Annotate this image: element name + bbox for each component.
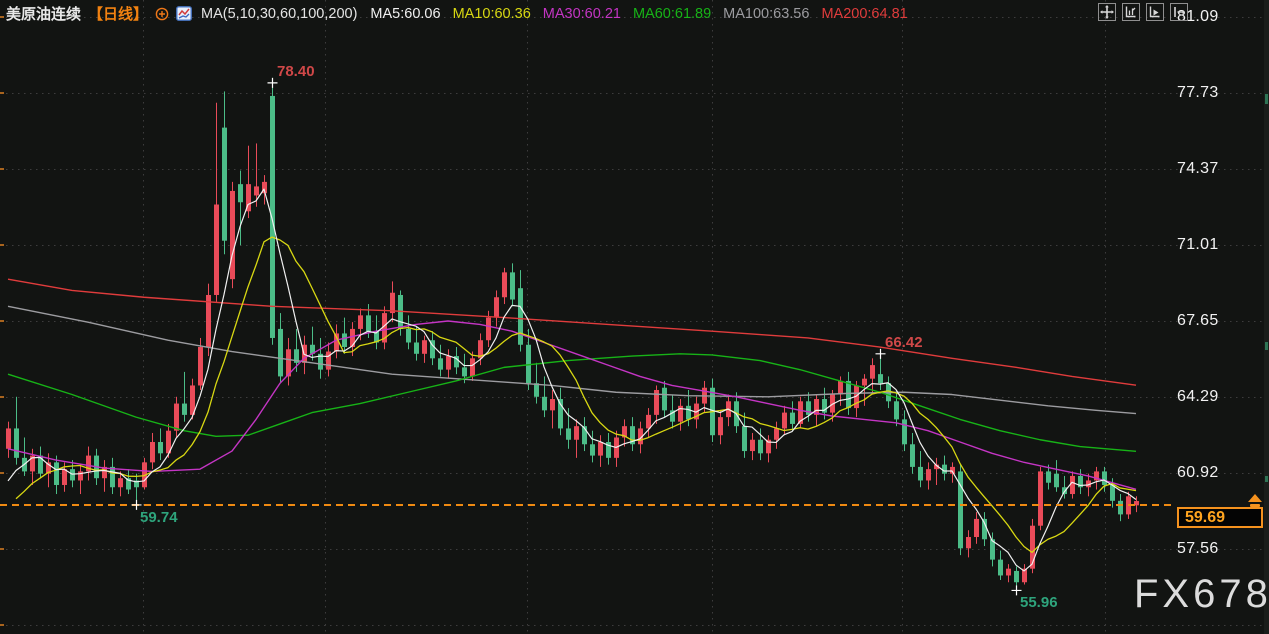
chart-panel-play-icon[interactable] bbox=[1146, 3, 1164, 21]
candlestick-chart-icon[interactable] bbox=[176, 6, 192, 21]
price-up-arrow-icon bbox=[1247, 494, 1263, 507]
ma-legend-item: MA100:63.56 bbox=[723, 5, 810, 22]
chart-panel-axis-icon[interactable] bbox=[1122, 3, 1140, 21]
symbol-name: 美原油连续 bbox=[6, 6, 82, 23]
ma-legend-item: MA200:64.81 bbox=[821, 5, 908, 22]
chart-toolbar bbox=[1098, 3, 1188, 21]
ma-legend-item: MA10:60.36 bbox=[452, 5, 531, 22]
ma-legend-item: MA60:61.89 bbox=[632, 5, 712, 22]
chart-titlebar: 美原油连续 【日线】 MA(5,10,30,60,100,200) MA5:60… bbox=[6, 3, 908, 24]
plus-circle-icon[interactable] bbox=[155, 7, 169, 21]
ma-legend-item: MA30:60.21 bbox=[542, 5, 621, 22]
watermark: FX678 bbox=[1134, 572, 1269, 616]
current-price-box: 59.69 bbox=[1177, 507, 1263, 529]
pan-icon[interactable] bbox=[1098, 3, 1116, 21]
period-label: 【日线】 bbox=[88, 6, 149, 23]
exit-panel-icon[interactable] bbox=[1170, 3, 1188, 21]
ma-params-label: MA(5,10,30,60,100,200) bbox=[201, 5, 358, 22]
ma-legend-item: MA5:60.06 bbox=[370, 5, 441, 22]
ma-legend: MA5:60.06 MA10:60.36 MA30:60.21 MA60:61.89 M… bbox=[370, 6, 907, 22]
right-edge-panel-strip bbox=[1264, 0, 1269, 634]
